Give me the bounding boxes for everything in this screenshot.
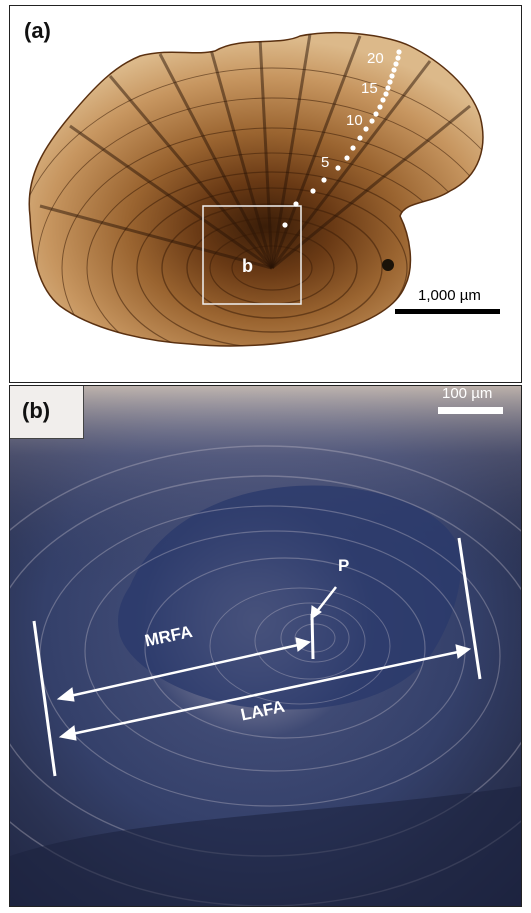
- p-arrow: [314, 586, 337, 615]
- left-edge-line: [32, 620, 57, 777]
- ring-count-10: 10: [346, 112, 363, 129]
- scale-bar-label-b: 100 µm: [442, 385, 493, 402]
- scale-bar-label-a: 1,000 µm: [418, 287, 481, 304]
- panel-label-a: (a): [24, 18, 51, 43]
- otolith-core-image: [10, 386, 521, 906]
- otolith-section-image: [28, 31, 500, 347]
- ring-count-15: 15: [361, 80, 378, 97]
- primordium-line: [310, 613, 315, 660]
- right-edge-line: [457, 537, 482, 680]
- annulus-dots: [282, 49, 402, 228]
- ring-count-20: 20: [367, 50, 384, 67]
- mrfa-arrow: [69, 643, 299, 698]
- inset-label: b: [242, 256, 253, 276]
- panel-label-b-box: (b): [10, 386, 84, 439]
- ring-count-5: 5: [321, 154, 330, 171]
- scale-bar-b: [438, 407, 503, 414]
- lafa-arrow: [71, 650, 459, 736]
- scale-bar-a: [395, 309, 500, 314]
- panel-b: (b) 100 µm P MRFA LAFA: [9, 385, 522, 907]
- primordium-label: P: [338, 556, 350, 575]
- inset-box: [202, 205, 302, 305]
- panel-a: (a) b 20 15 10 5 1,000 µm: [9, 5, 522, 383]
- panel-label-b: (b): [22, 398, 51, 423]
